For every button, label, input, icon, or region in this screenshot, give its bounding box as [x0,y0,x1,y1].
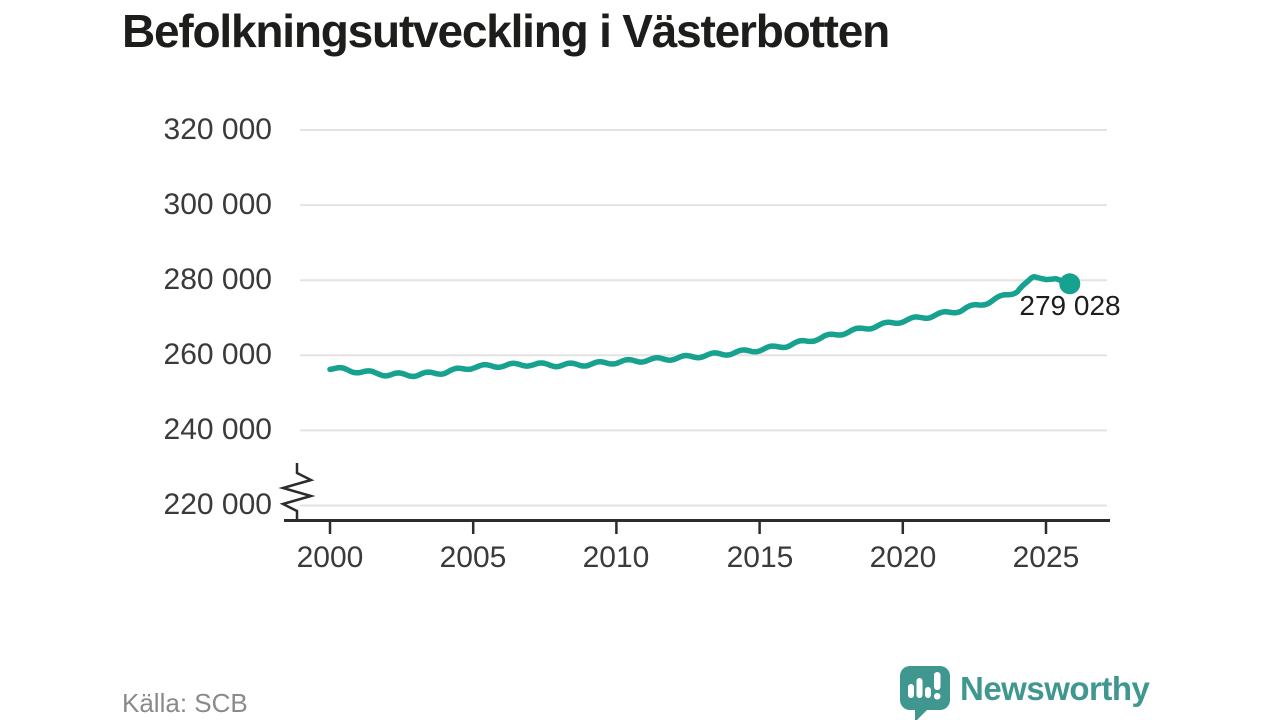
bar-icon [908,684,914,698]
brand-name: Newsworthy [960,670,1150,707]
bar-icon [925,687,931,698]
y-tick-label: 260 000 [163,338,272,371]
chart-title: Befolkningsutveckling i Västerbotten [122,5,890,57]
population-line [327,273,1073,380]
y-tick-label: 240 000 [163,413,272,446]
exclamation-icon [934,672,941,690]
source-label: Källa: SCB [122,688,248,718]
newsworthy-logo-icon [900,666,950,720]
end-point-dot [1059,273,1081,295]
y-tick-label: 300 000 [163,188,272,221]
y-tick-label: 280 000 [163,263,272,296]
x-tick-label: 2000 [296,541,364,574]
y-tick-label: 320 000 [163,113,272,146]
y-tick-label: 220 000 [163,488,272,521]
axis-break-icon [278,463,316,520]
x-tick-label: 2020 [869,541,937,574]
brand-logo: Newsworthy [898,663,1150,720]
x-tick-label: 2025 [1012,541,1080,574]
exclamation-dot [934,693,941,700]
x-tick-label: 2005 [439,541,507,574]
bar-icon [916,678,923,698]
x-tick-label: 2015 [726,541,794,574]
end-value-label: 279 028 [1019,290,1121,321]
x-tick-label: 2010 [582,541,650,574]
